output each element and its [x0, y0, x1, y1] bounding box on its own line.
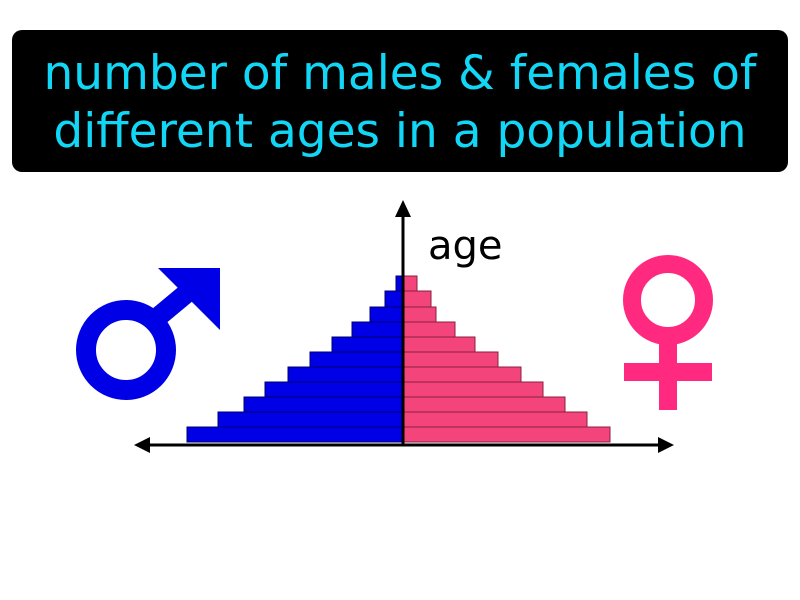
title-line: different ages in a population	[53, 104, 746, 159]
title-box	[12, 30, 788, 172]
axes	[134, 200, 674, 453]
male-symbol	[76, 268, 220, 400]
axis-label: age	[428, 223, 503, 269]
male-bars	[186, 275, 404, 443]
title-line: number of males & females of	[44, 46, 758, 101]
female-symbol	[623, 255, 713, 410]
female-bars	[402, 275, 611, 443]
